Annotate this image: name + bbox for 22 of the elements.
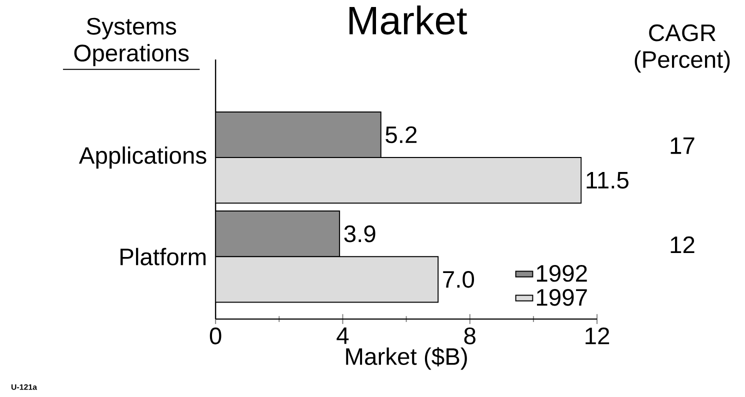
legend-label: 1992 xyxy=(536,264,587,282)
x-axis-title: Market ($B) xyxy=(346,347,467,370)
data-label: 7.0 xyxy=(443,270,474,288)
bar xyxy=(216,111,382,158)
text: 17 xyxy=(670,137,694,154)
chart-title: Market xyxy=(349,5,468,34)
text: Systems Operations xyxy=(74,18,189,66)
x-tick-label: 4 xyxy=(336,327,349,344)
text: 12 xyxy=(670,236,694,253)
x-tick-label: 12 xyxy=(586,327,610,344)
data-label: 3.9 xyxy=(344,225,376,242)
text: CAGR (Percent) xyxy=(634,24,730,73)
x-tick-label: 0 xyxy=(210,327,222,344)
x-tick-label: 8 xyxy=(464,327,476,344)
bar xyxy=(216,156,582,204)
bar xyxy=(216,256,439,303)
legend-label: 1997 xyxy=(536,288,587,306)
y-tick-label: Applications xyxy=(78,146,206,168)
data-label: 5.2 xyxy=(386,126,417,144)
y-tick-label: Platform xyxy=(120,248,206,266)
data-label: 11.5 xyxy=(586,172,628,188)
bar xyxy=(216,210,340,257)
